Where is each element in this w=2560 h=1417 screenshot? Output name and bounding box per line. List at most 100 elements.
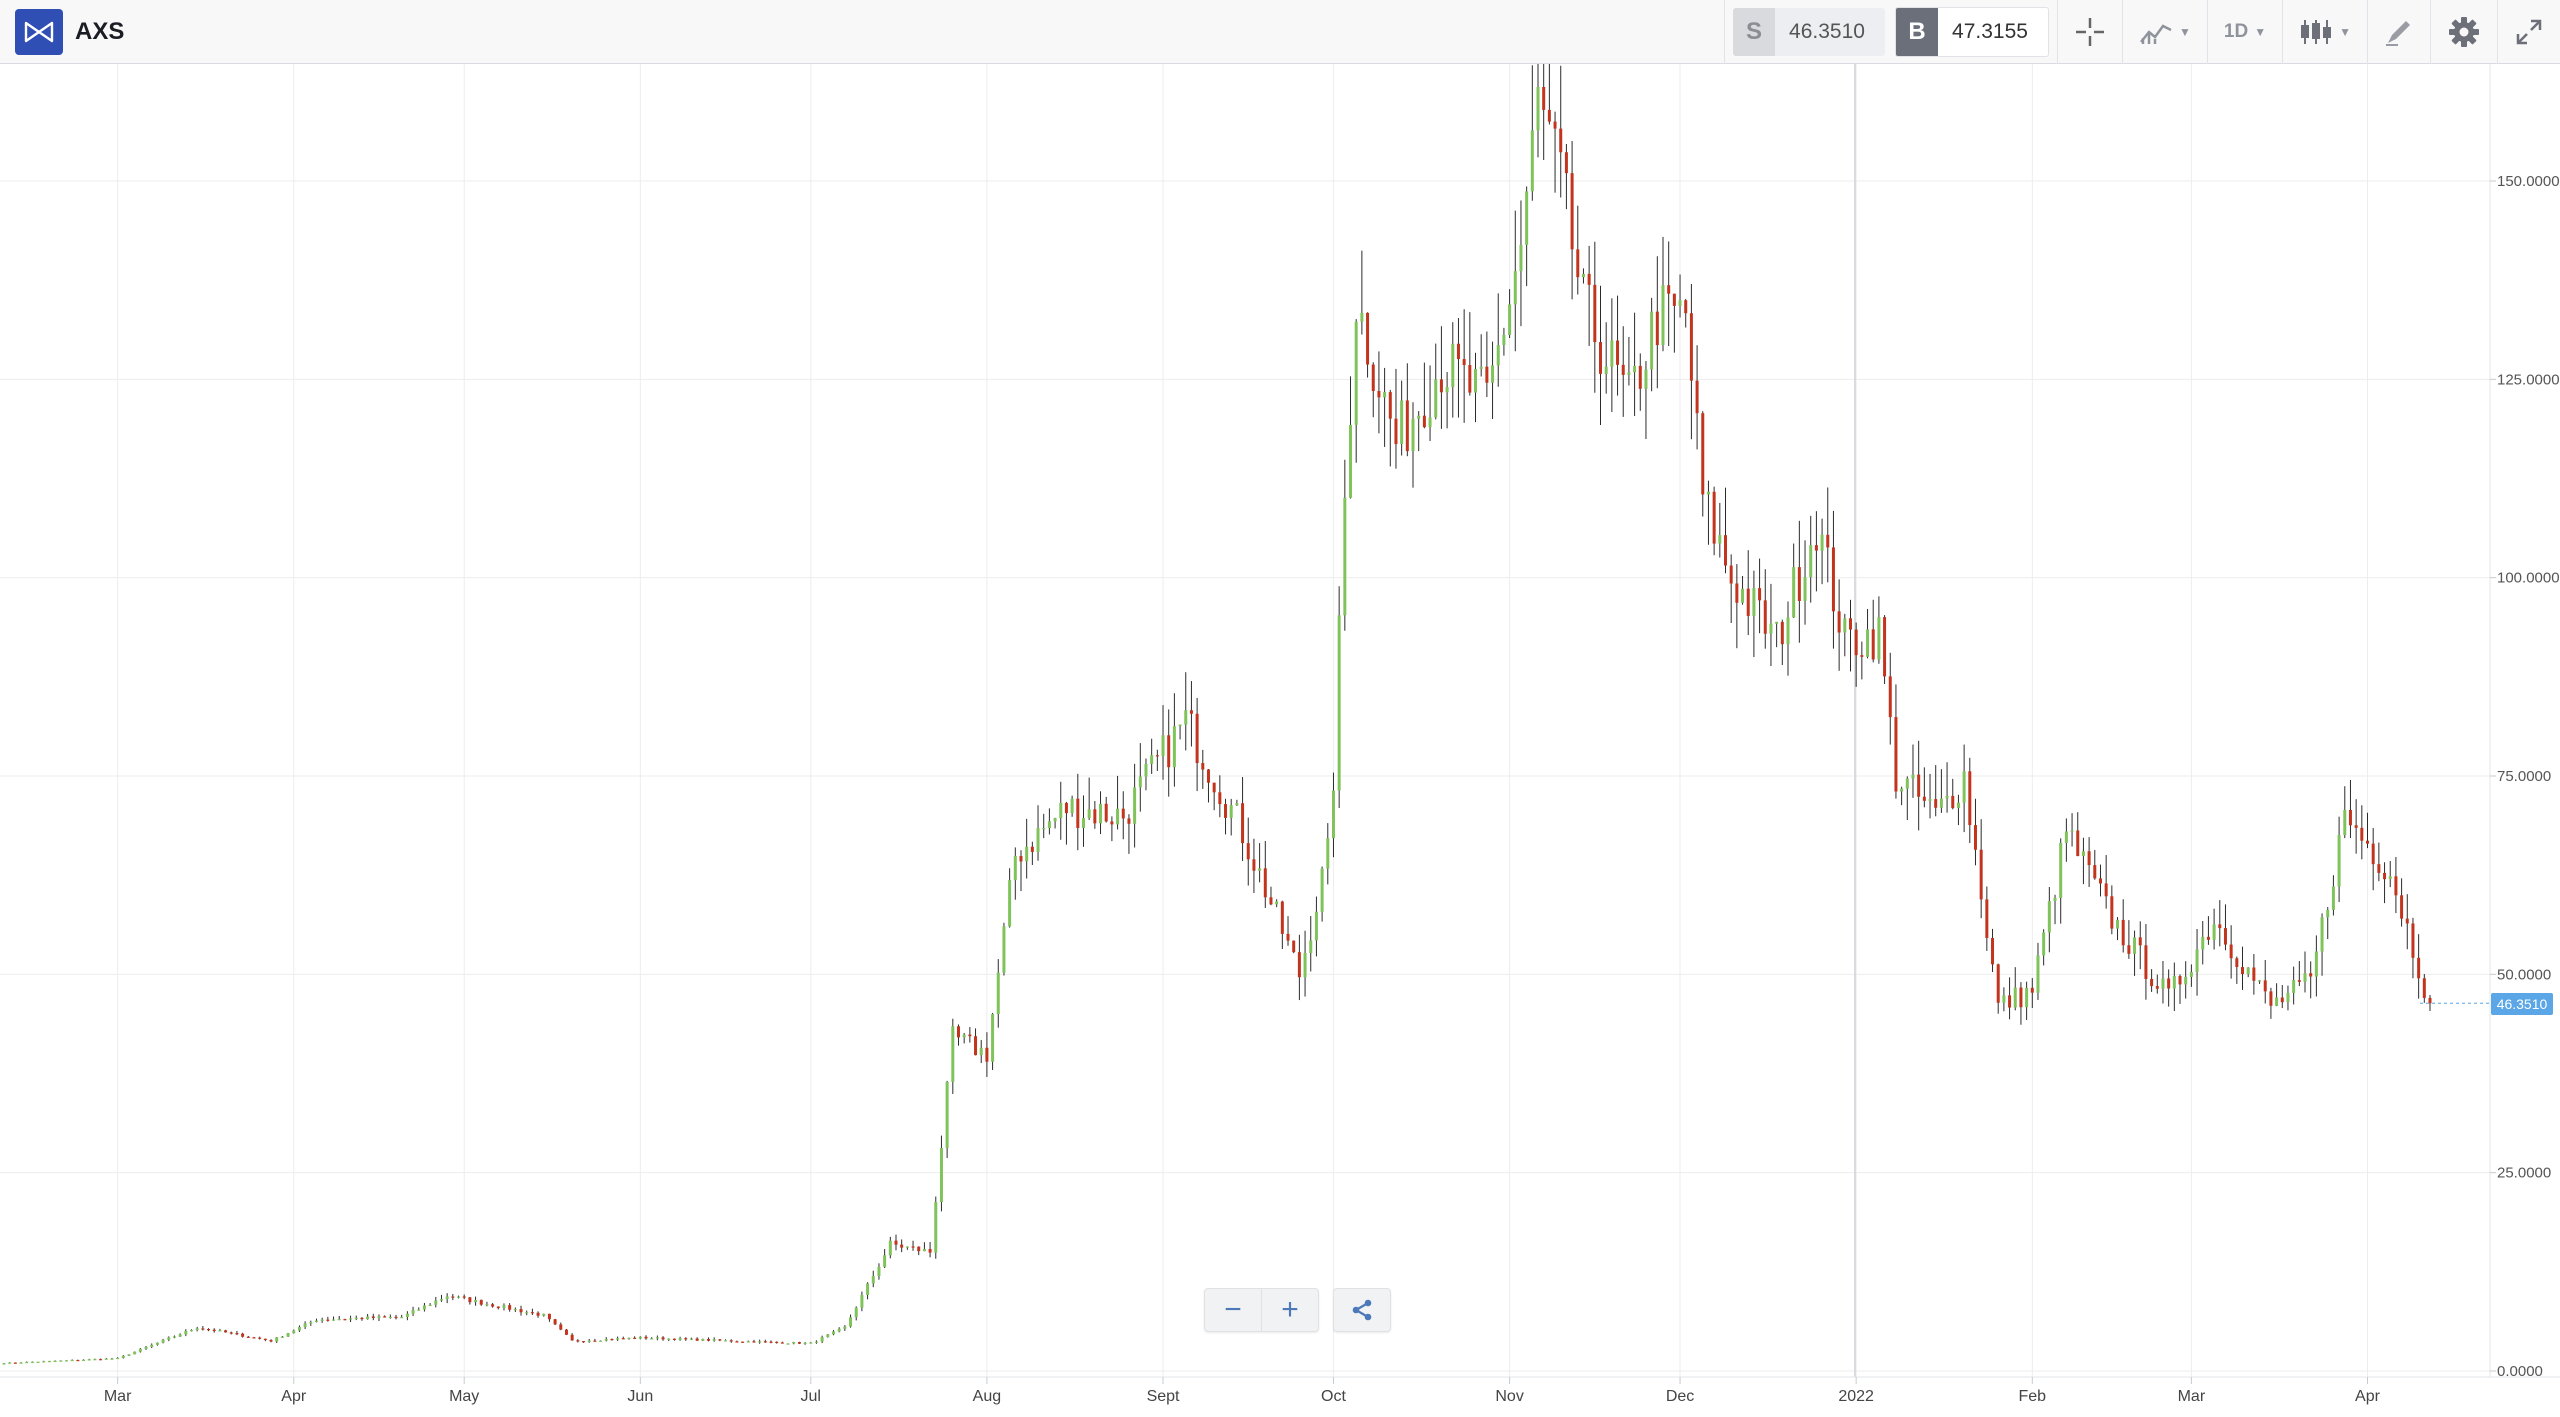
candle-down bbox=[462, 1296, 466, 1298]
candle-down bbox=[1695, 380, 1699, 414]
candle-down bbox=[2366, 840, 2370, 844]
candle-down bbox=[1684, 300, 1688, 314]
candle-down bbox=[2235, 958, 2239, 968]
candle-up bbox=[831, 1331, 835, 1335]
candle-up bbox=[616, 1338, 620, 1340]
zoom-out-button[interactable]: − bbox=[1224, 1293, 1242, 1326]
candle-down bbox=[1252, 859, 1256, 871]
candle-down bbox=[201, 1328, 205, 1330]
candle-down bbox=[1155, 755, 1159, 757]
candle-down bbox=[1712, 491, 1716, 544]
candle-up bbox=[2258, 980, 2262, 982]
chart-type-button[interactable]: ▼ bbox=[2283, 0, 2367, 64]
candle-down bbox=[1263, 868, 1267, 898]
candle-down bbox=[519, 1309, 523, 1313]
current-price-tag: 46.3510 bbox=[2491, 993, 2553, 1015]
candle-down bbox=[1570, 173, 1574, 250]
candle-down bbox=[2411, 923, 2415, 958]
candle-up bbox=[8, 1362, 12, 1364]
candle-down bbox=[1701, 413, 1705, 495]
candle-down bbox=[1462, 359, 1466, 366]
candle-up bbox=[280, 1336, 284, 1338]
candle-up bbox=[701, 1338, 705, 1341]
instrument-symbol: AXS bbox=[75, 18, 125, 45]
candle-up bbox=[1900, 788, 1904, 792]
candle-down bbox=[1746, 588, 1750, 616]
candle-down bbox=[2121, 919, 2125, 946]
candle-down bbox=[780, 1342, 784, 1344]
y-tick-label: 0.0000 bbox=[2497, 1363, 2543, 1380]
candle-down bbox=[1814, 545, 1818, 551]
candle-up bbox=[809, 1342, 813, 1344]
candle-up bbox=[53, 1360, 57, 1363]
zoom-in-button[interactable]: + bbox=[1261, 1289, 1318, 1331]
candle-down bbox=[2178, 975, 2182, 985]
fullscreen-button[interactable] bbox=[2498, 0, 2560, 64]
candle-up bbox=[82, 1359, 86, 1362]
candle-up bbox=[286, 1333, 290, 1337]
indicators-button[interactable]: ▼ bbox=[2123, 0, 2207, 64]
candle-up bbox=[1434, 379, 1438, 418]
drawing-tools-button[interactable] bbox=[2368, 0, 2430, 64]
settings-button[interactable] bbox=[2431, 0, 2497, 64]
candle-up bbox=[2189, 972, 2193, 977]
candle-up bbox=[1650, 311, 1654, 370]
candle-down bbox=[2087, 851, 2091, 866]
candle-up bbox=[1610, 340, 1614, 367]
candle-up bbox=[655, 1337, 659, 1339]
candle-down bbox=[536, 1312, 540, 1316]
candle-down bbox=[1104, 803, 1108, 822]
candle-up bbox=[758, 1341, 762, 1343]
candle-up bbox=[1809, 545, 1813, 578]
candle-down bbox=[2167, 978, 2171, 989]
candle-up bbox=[366, 1316, 370, 1320]
candle-up bbox=[2303, 973, 2307, 982]
candle-down bbox=[1689, 313, 1693, 381]
candle-up bbox=[2081, 851, 2085, 857]
candle-up bbox=[104, 1358, 108, 1360]
candle-up bbox=[689, 1338, 693, 1340]
candle-up bbox=[36, 1361, 40, 1363]
candle-down bbox=[1195, 713, 1199, 764]
candle-up bbox=[1491, 365, 1495, 383]
chevron-down-icon: ▼ bbox=[2179, 25, 2191, 39]
candle-up bbox=[1525, 191, 1529, 245]
candle-up bbox=[2116, 919, 2120, 929]
candle-up bbox=[1008, 880, 1012, 927]
price-chart[interactable]: 0.0000 25.0000 50.0000 75.0000 100.0000 125.0… bbox=[0, 64, 2560, 1417]
candle-up bbox=[87, 1359, 91, 1361]
candle-down bbox=[956, 1026, 960, 1038]
sell-price: 46.3510 bbox=[1789, 20, 1865, 43]
buy-button[interactable]: B 47.3155 bbox=[1895, 7, 2050, 57]
candle-up bbox=[2002, 995, 2006, 1003]
candle-up bbox=[428, 1304, 432, 1307]
candle-down bbox=[246, 1336, 250, 1338]
sell-button[interactable]: S 46.3510 bbox=[1733, 8, 1886, 56]
crosshair-button[interactable] bbox=[2058, 0, 2122, 64]
candle-down bbox=[1553, 121, 1557, 129]
candle-down bbox=[1377, 391, 1381, 398]
candle-up bbox=[1172, 726, 1176, 768]
candle-down bbox=[1280, 901, 1284, 934]
share-button[interactable] bbox=[1334, 1289, 1390, 1331]
candle-up bbox=[42, 1361, 46, 1363]
candle-up bbox=[1956, 802, 1960, 809]
candle-up bbox=[712, 1339, 716, 1341]
candle-up bbox=[1581, 273, 1585, 278]
candle-down bbox=[1968, 771, 1972, 826]
candle-down bbox=[1366, 312, 1370, 365]
candle-up bbox=[525, 1312, 529, 1314]
x-tick-label: Dec bbox=[1666, 1388, 1694, 1405]
candle-up bbox=[1451, 343, 1455, 388]
x-tick-label: Apr bbox=[281, 1388, 307, 1405]
candle-down bbox=[1394, 418, 1398, 445]
candle-up bbox=[457, 1296, 461, 1298]
candle-up bbox=[292, 1330, 296, 1334]
candle-up bbox=[138, 1348, 142, 1352]
candle-down bbox=[1934, 799, 1938, 808]
candle-up bbox=[1718, 535, 1722, 544]
candle-down bbox=[1667, 285, 1671, 294]
interval-button[interactable]: 1D ▼ bbox=[2208, 0, 2282, 64]
candle-down bbox=[1405, 400, 1409, 452]
candle-down bbox=[911, 1246, 915, 1248]
